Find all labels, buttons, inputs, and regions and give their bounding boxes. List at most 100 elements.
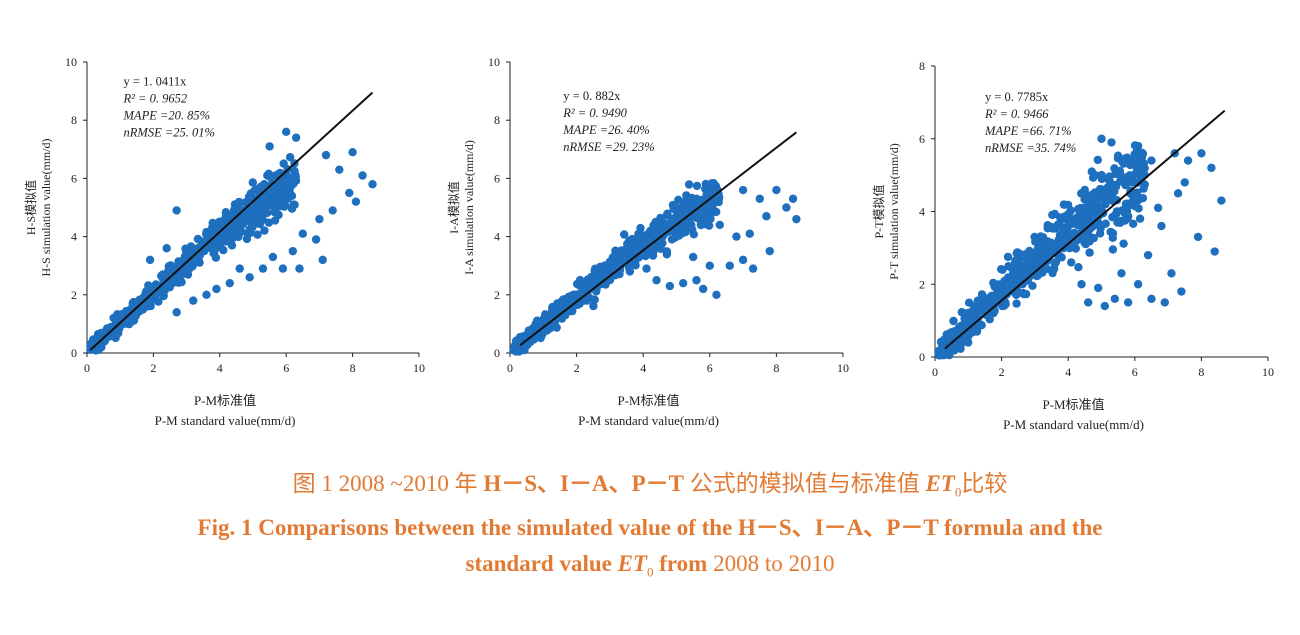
data-point xyxy=(270,207,279,217)
data-point xyxy=(662,247,672,256)
fit-stat: y = 0. 7785x xyxy=(985,90,1049,104)
data-point xyxy=(145,290,154,299)
data-point xyxy=(689,196,699,205)
data-point xyxy=(1177,287,1186,296)
data-point xyxy=(249,194,258,204)
data-point xyxy=(1107,138,1116,147)
data-point xyxy=(1050,209,1059,219)
fit-stat: nRMSE =29. 23% xyxy=(563,140,654,154)
data-point xyxy=(656,213,665,223)
data-point xyxy=(256,182,266,191)
data-point xyxy=(1036,232,1045,241)
data-point xyxy=(253,230,262,239)
data-point xyxy=(1100,301,1110,311)
y-tick-label: 0 xyxy=(919,350,925,364)
data-point xyxy=(704,221,714,230)
data-point xyxy=(557,314,567,323)
fit-line xyxy=(519,131,797,347)
data-point xyxy=(202,290,211,299)
x-tick-label: 0 xyxy=(84,361,90,375)
data-point xyxy=(162,244,171,253)
caption-zh-suffix: 比较 xyxy=(961,471,1008,496)
data-point xyxy=(260,226,269,235)
data-point xyxy=(286,182,295,192)
data-point xyxy=(674,195,683,204)
data-point xyxy=(698,284,708,294)
data-point xyxy=(1102,190,1111,200)
x-tick-label: 2 xyxy=(574,361,580,375)
caption-zh-sub: 0 xyxy=(954,484,962,500)
data-point xyxy=(264,218,274,227)
x-axis-label-en: P-M standard value(mm/d) xyxy=(1003,417,1144,432)
y-axis-label-en: I-A simulation value(mm/d) xyxy=(462,140,476,275)
data-point xyxy=(295,264,304,273)
data-point xyxy=(1069,219,1078,228)
data-point xyxy=(279,159,288,168)
data-point xyxy=(246,228,255,237)
data-point xyxy=(550,305,559,315)
data-point xyxy=(1070,228,1079,237)
x-axis-label-en: P-M standard value(mm/d) xyxy=(578,413,719,428)
data-point xyxy=(1112,207,1122,216)
data-point xyxy=(241,198,250,207)
data-point xyxy=(678,278,688,288)
data-point xyxy=(738,255,748,265)
data-point xyxy=(217,217,226,226)
caption-en-b: from xyxy=(653,551,714,576)
data-point xyxy=(702,205,712,215)
fit-stat: nRMSE =25. 01% xyxy=(124,125,215,139)
x-tick-label: 2 xyxy=(999,365,1005,379)
data-point xyxy=(263,194,272,203)
data-point xyxy=(552,323,561,332)
x-tick-label: 8 xyxy=(350,361,356,375)
y-axis-label-cn: I-A模拟值 xyxy=(446,181,461,234)
y-tick-label: 4 xyxy=(494,230,500,244)
y-tick-label: 10 xyxy=(488,55,500,69)
data-point xyxy=(1003,252,1013,262)
data-point xyxy=(755,194,764,203)
data-point xyxy=(1118,157,1127,166)
data-point xyxy=(675,209,684,218)
caption-en-a: standard value xyxy=(465,551,618,576)
data-point xyxy=(701,184,710,193)
data-point xyxy=(1160,298,1169,307)
data-point xyxy=(1105,177,1115,186)
x-axis-label-cn: P-M标准值 xyxy=(1042,397,1104,412)
y-axis-label-en: H-S simulation value(mm/d) xyxy=(39,139,53,277)
data-point xyxy=(277,179,286,188)
data-point xyxy=(1097,170,1106,180)
fit-stat: y = 0. 882x xyxy=(563,89,621,103)
data-point xyxy=(1053,220,1063,229)
data-point xyxy=(1113,151,1123,160)
caption-zh-prefix: 图 1 2008 ~2010 年 xyxy=(292,471,484,496)
data-point xyxy=(972,301,981,311)
chart-panel-pt: 0 2 4 6 8 10 0 2 4 6 8 y = 0. 7785x R² = 0. 9466 MAPE… xyxy=(865,0,1290,450)
data-point xyxy=(1128,155,1137,165)
x-tick-label: 8 xyxy=(1198,365,1204,379)
data-point xyxy=(1083,298,1093,307)
data-point xyxy=(1051,257,1061,267)
data-point xyxy=(321,150,331,160)
data-point xyxy=(189,296,198,305)
data-point xyxy=(1123,298,1133,307)
y-tick-label: 8 xyxy=(71,113,77,127)
data-point xyxy=(1063,200,1073,210)
data-point xyxy=(268,252,278,262)
data-point xyxy=(688,252,698,262)
data-point xyxy=(725,261,734,270)
data-point xyxy=(1119,239,1128,248)
data-point xyxy=(1044,222,1053,231)
fit-stat: nRMSE =35. 74% xyxy=(985,141,1076,155)
data-point xyxy=(225,278,234,288)
data-point xyxy=(368,180,377,189)
x-tick-label: 0 xyxy=(932,365,938,379)
data-point xyxy=(992,293,1002,302)
data-point xyxy=(1110,294,1120,303)
x-tick-label: 4 xyxy=(1065,365,1071,379)
x-axis-label-cn: P-M标准值 xyxy=(194,393,256,408)
data-point xyxy=(213,238,223,248)
data-point xyxy=(1139,184,1148,193)
data-point xyxy=(91,334,100,344)
data-point xyxy=(291,174,300,183)
data-point xyxy=(1147,294,1156,303)
